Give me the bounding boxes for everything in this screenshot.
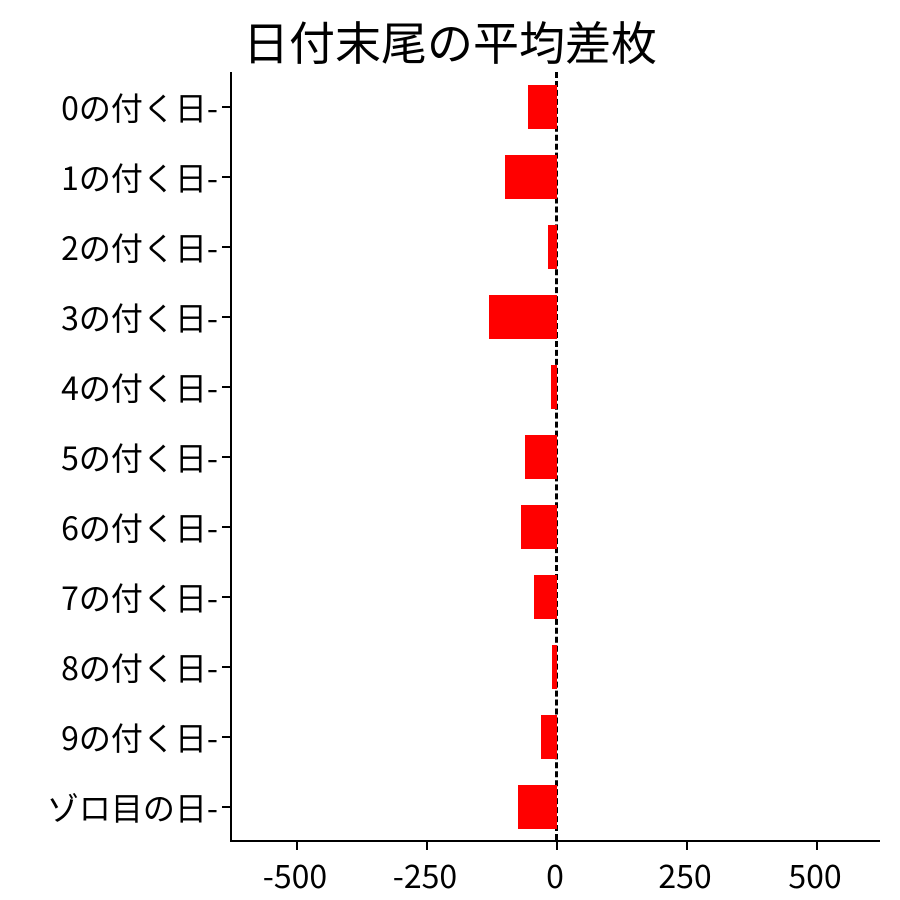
bar (489, 295, 557, 339)
x-axis-label: 250 (658, 852, 711, 898)
bar (548, 225, 557, 269)
bar (505, 155, 557, 199)
x-axis-label: -250 (393, 852, 457, 898)
bar (521, 505, 557, 549)
bar (552, 645, 557, 689)
x-tick (816, 840, 818, 850)
y-axis-label: 4の付く日- (0, 365, 218, 409)
chart-title: 日付末尾の平均差枚 (0, 8, 900, 74)
y-tick (222, 176, 232, 178)
bar (525, 435, 557, 479)
bar (528, 85, 557, 129)
y-tick (222, 666, 232, 668)
y-tick (222, 246, 232, 248)
y-axis-label: 5の付く日- (0, 435, 218, 479)
x-axis-label: -500 (263, 852, 327, 898)
y-axis-label: 6の付く日- (0, 505, 218, 549)
y-axis-label: 3の付く日- (0, 295, 218, 339)
bar (551, 365, 557, 409)
y-tick (222, 736, 232, 738)
chart-container: 日付末尾の平均差枚 0の付く日- 1の付く日- 2の付く日- 3の付く日- 4の付く日-… (0, 0, 900, 900)
x-axis-label: 0 (546, 852, 564, 898)
y-tick (222, 316, 232, 318)
plot-area (230, 72, 880, 842)
y-axis-label: 8の付く日- (0, 645, 218, 689)
y-tick (222, 456, 232, 458)
x-tick (296, 840, 298, 850)
x-tick (556, 840, 558, 850)
y-tick (222, 806, 232, 808)
y-axis-label: 9の付く日- (0, 715, 218, 759)
y-axis-label: 2の付く日- (0, 225, 218, 269)
y-axis-label: 1の付く日- (0, 155, 218, 199)
bar (518, 785, 557, 829)
x-tick (426, 840, 428, 850)
bar (534, 575, 557, 619)
y-tick (222, 106, 232, 108)
y-axis-label: 0の付く日- (0, 85, 218, 129)
y-tick (222, 526, 232, 528)
bar (541, 715, 557, 759)
y-axis-label: ゾロ目の日- (0, 785, 218, 829)
y-tick (222, 386, 232, 388)
y-tick (222, 596, 232, 598)
x-axis-label: 500 (788, 852, 841, 898)
x-tick (686, 840, 688, 850)
y-axis-label: 7の付く日- (0, 575, 218, 619)
